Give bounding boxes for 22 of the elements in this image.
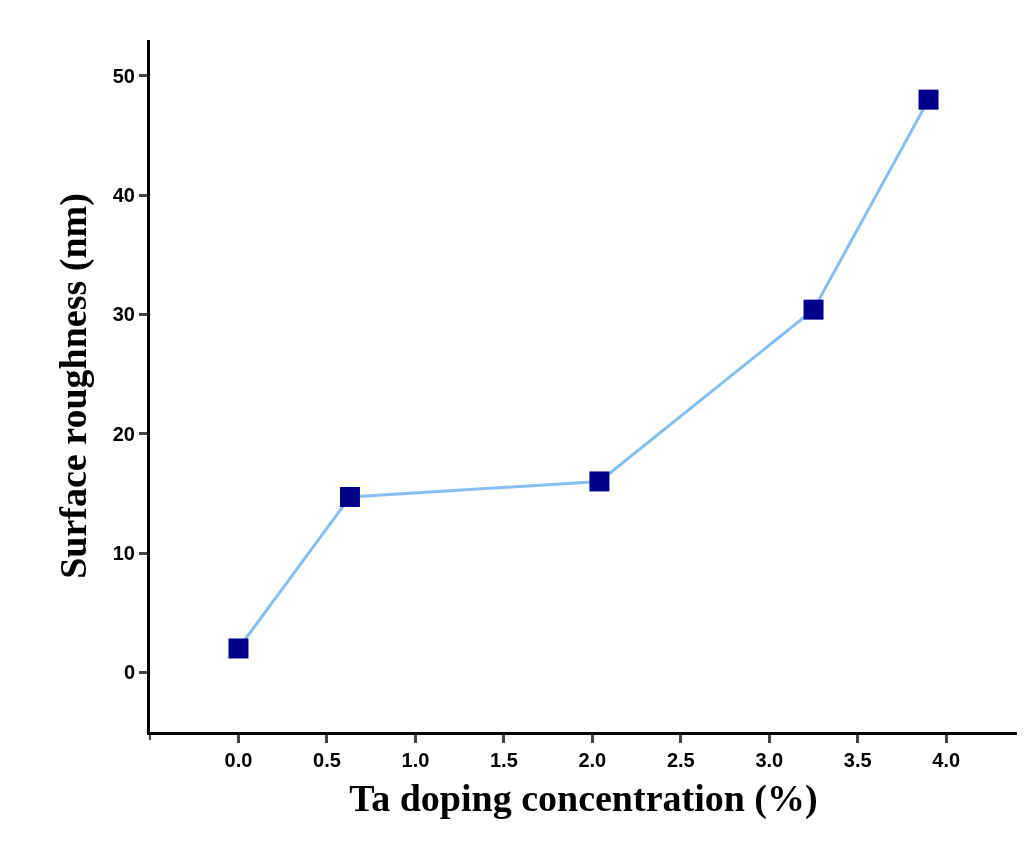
- y-tick-label: 50: [112, 64, 135, 87]
- x-tick-label: 0.0: [224, 749, 253, 771]
- point: [803, 299, 824, 320]
- point: [228, 638, 249, 659]
- x-tick-label: 0.5: [313, 749, 341, 771]
- y-tick-label: 20: [112, 422, 135, 445]
- x-tick-label: 3.5: [843, 749, 872, 771]
- x-tick-label: 2.0: [578, 749, 607, 771]
- y-tick-label: 10: [112, 542, 135, 565]
- x-axis-title: Ta doping concentration (%): [349, 777, 818, 821]
- y-tick-label: 30: [112, 303, 135, 326]
- x-tick-label: 2.5: [666, 749, 695, 771]
- y-tick-label: 0: [123, 661, 135, 684]
- x-tick-label: 4.0: [932, 749, 961, 771]
- point: [918, 89, 939, 110]
- point: [339, 486, 360, 507]
- y-tick-label: 40: [112, 184, 135, 207]
- x-tick-label: 1.0: [401, 749, 430, 771]
- x-tick-label: 3.0: [755, 749, 784, 771]
- x-tick-label: 1.5: [489, 749, 518, 771]
- y-axis-title: Surface roughness (nm): [51, 193, 95, 579]
- point: [589, 471, 610, 492]
